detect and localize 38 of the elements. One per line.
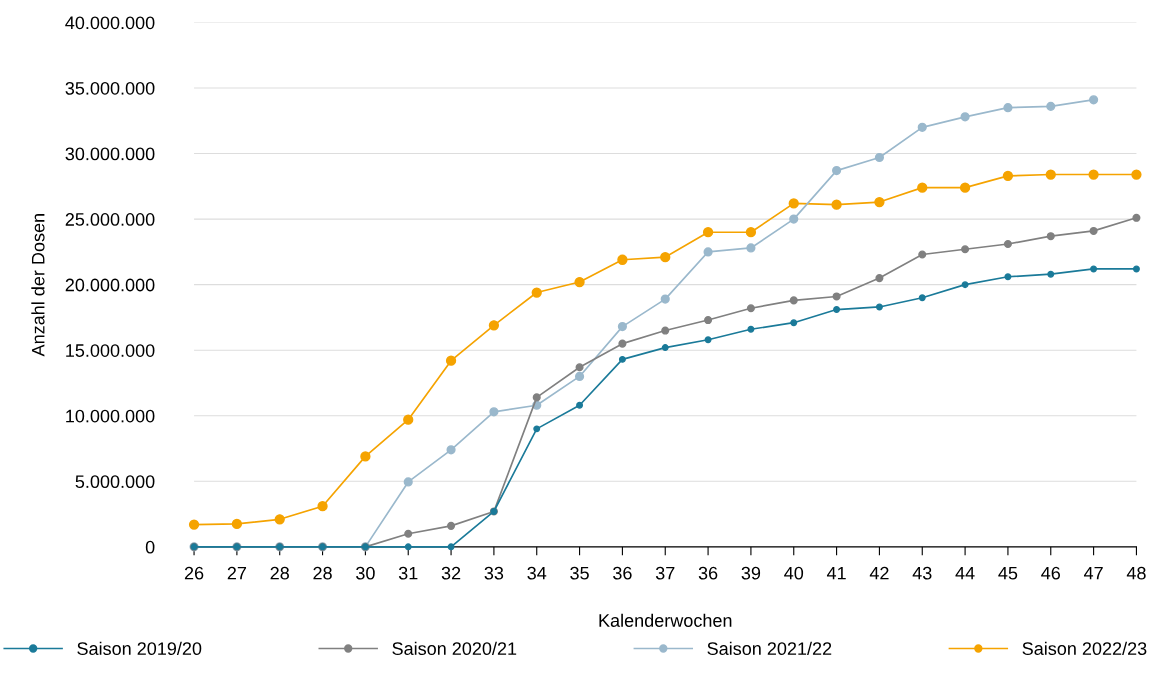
y-tick-label: 10.000.000 <box>66 409 155 423</box>
x-tick-label: 36 <box>613 566 632 580</box>
x-tick-label: 44 <box>955 566 975 580</box>
x-tick-label: 34 <box>527 566 547 580</box>
x-tick-label: 26 <box>184 566 204 580</box>
y-tick-label: 15.000.000 <box>66 344 155 357</box>
x-tick-label: 35 <box>570 566 589 580</box>
legend-label: Saison 2021/22 <box>707 641 832 656</box>
y-tick-label: 40.000.000 <box>65 16 155 30</box>
x-tick-label: 31 <box>398 566 418 580</box>
x-tick-label: 37 <box>655 566 675 580</box>
x-tick-label: 30 <box>356 566 375 580</box>
x-tick-label: 28 <box>313 566 332 580</box>
legend-label: Saison 2019/20 <box>77 641 202 656</box>
y-axis-title: Anzahl der Dosen <box>31 214 45 357</box>
y-tick-label: 30.000.000 <box>65 147 155 161</box>
x-tick-label: 43 <box>912 566 932 580</box>
x-tick-label: 27 <box>227 566 247 580</box>
x-tick-label: 33 <box>484 566 504 580</box>
y-tick-label: 5.000.000 <box>75 475 155 489</box>
x-tick-label: 39 <box>741 566 761 580</box>
x-tick-label: 47 <box>1083 566 1103 580</box>
x-tick-label: 46 <box>1041 566 1061 580</box>
y-tick-label: 0 <box>145 540 155 554</box>
x-tick-label: 45 <box>998 566 1018 580</box>
legend-label: Saison 2022/23 <box>1022 641 1147 656</box>
y-tick-label: 20.000.000 <box>65 278 155 292</box>
x-axis-title: Kalenderwochen <box>599 613 732 627</box>
x-tick-label: 42 <box>869 566 889 580</box>
x-tick-label: 36 <box>698 566 718 580</box>
x-tick-label: 32 <box>441 566 461 580</box>
x-tick-label: 41 <box>826 566 846 580</box>
y-tick-label: 35.000.000 <box>65 81 155 95</box>
x-tick-label: 40 <box>784 566 804 580</box>
x-tick-label: 28 <box>270 566 289 580</box>
x-tick-label: 48 <box>1126 566 1146 580</box>
y-tick-label: 25.000.000 <box>65 213 155 226</box>
legend-label: Saison 2020/21 <box>392 641 517 656</box>
